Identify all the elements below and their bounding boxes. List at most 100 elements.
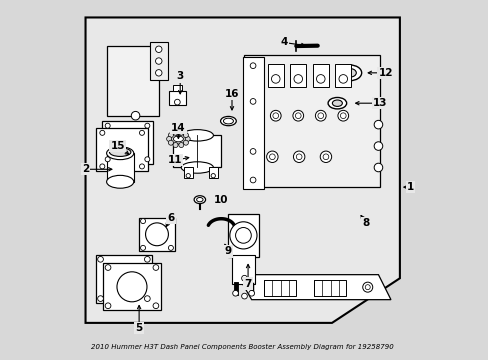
Circle shape: [250, 99, 255, 104]
Circle shape: [144, 256, 150, 262]
Bar: [290, 64, 305, 87]
Bar: [313, 280, 346, 296]
Bar: [169, 91, 185, 105]
Circle shape: [270, 111, 281, 121]
Circle shape: [179, 130, 183, 135]
Bar: [267, 64, 283, 87]
Circle shape: [131, 111, 140, 120]
Circle shape: [373, 99, 382, 108]
Circle shape: [250, 149, 255, 154]
Circle shape: [105, 157, 110, 162]
Bar: [208, 167, 217, 178]
Text: 11: 11: [167, 156, 182, 165]
Bar: [173, 85, 181, 91]
Circle shape: [248, 291, 254, 296]
Circle shape: [140, 219, 145, 224]
Ellipse shape: [327, 98, 346, 109]
Circle shape: [168, 140, 173, 145]
Text: 16: 16: [224, 89, 239, 99]
Ellipse shape: [106, 147, 134, 159]
Circle shape: [365, 285, 369, 290]
Bar: [244, 55, 380, 187]
Text: 13: 13: [372, 98, 386, 108]
Circle shape: [168, 246, 173, 250]
Text: 10: 10: [214, 195, 228, 204]
Circle shape: [340, 113, 346, 118]
Circle shape: [100, 130, 104, 135]
Circle shape: [140, 246, 145, 250]
Circle shape: [168, 219, 173, 224]
Circle shape: [186, 174, 190, 178]
Bar: [107, 153, 134, 182]
Ellipse shape: [109, 148, 131, 157]
Circle shape: [293, 151, 304, 162]
Ellipse shape: [220, 116, 236, 126]
Polygon shape: [103, 263, 160, 310]
Circle shape: [315, 111, 325, 121]
Text: 8: 8: [362, 218, 369, 228]
Polygon shape: [237, 275, 390, 300]
Circle shape: [144, 123, 149, 128]
Text: 2010 Hummer H3T Dash Panel Components Booster Assembly Diagram for 19258790: 2010 Hummer H3T Dash Panel Components Bo…: [91, 343, 393, 350]
Circle shape: [323, 154, 328, 159]
Text: 7: 7: [244, 279, 251, 289]
Polygon shape: [85, 18, 399, 323]
Circle shape: [105, 123, 110, 128]
Circle shape: [373, 142, 382, 150]
Circle shape: [183, 140, 188, 145]
Circle shape: [320, 151, 331, 162]
Circle shape: [229, 222, 257, 249]
Circle shape: [105, 303, 111, 309]
Circle shape: [155, 46, 162, 53]
Circle shape: [317, 113, 323, 118]
Circle shape: [373, 120, 382, 129]
Polygon shape: [96, 255, 151, 303]
Circle shape: [211, 174, 215, 178]
Circle shape: [338, 75, 347, 83]
Circle shape: [337, 111, 348, 121]
Circle shape: [166, 136, 171, 141]
Circle shape: [241, 293, 247, 299]
Circle shape: [272, 113, 278, 118]
Text: 9: 9: [224, 247, 231, 256]
Circle shape: [98, 296, 103, 301]
Circle shape: [296, 154, 302, 159]
Polygon shape: [242, 57, 264, 189]
Circle shape: [173, 143, 178, 148]
Circle shape: [173, 130, 178, 135]
Circle shape: [271, 75, 280, 83]
Bar: [312, 64, 328, 87]
Circle shape: [139, 164, 144, 169]
Ellipse shape: [181, 162, 213, 173]
Circle shape: [241, 275, 247, 281]
Ellipse shape: [145, 223, 168, 246]
Text: 5: 5: [135, 323, 142, 333]
Ellipse shape: [106, 175, 134, 188]
Circle shape: [139, 130, 144, 135]
Circle shape: [362, 282, 372, 292]
Text: 6: 6: [167, 212, 175, 222]
Circle shape: [144, 296, 150, 301]
Circle shape: [168, 132, 173, 138]
Circle shape: [235, 228, 251, 243]
Circle shape: [269, 154, 275, 159]
Ellipse shape: [343, 68, 356, 77]
Circle shape: [266, 151, 278, 162]
Polygon shape: [102, 121, 153, 164]
Text: 2: 2: [82, 164, 89, 174]
Text: 1: 1: [406, 182, 413, 192]
Circle shape: [155, 69, 162, 76]
Bar: [107, 46, 159, 116]
Circle shape: [232, 291, 238, 296]
Circle shape: [185, 136, 190, 141]
Circle shape: [98, 256, 103, 262]
Bar: [264, 280, 296, 296]
Text: 4: 4: [280, 37, 287, 48]
Ellipse shape: [332, 100, 342, 107]
Circle shape: [153, 265, 159, 270]
Ellipse shape: [109, 264, 139, 294]
Ellipse shape: [223, 118, 233, 124]
Bar: [228, 214, 258, 257]
Circle shape: [295, 113, 301, 118]
Bar: [231, 255, 255, 284]
